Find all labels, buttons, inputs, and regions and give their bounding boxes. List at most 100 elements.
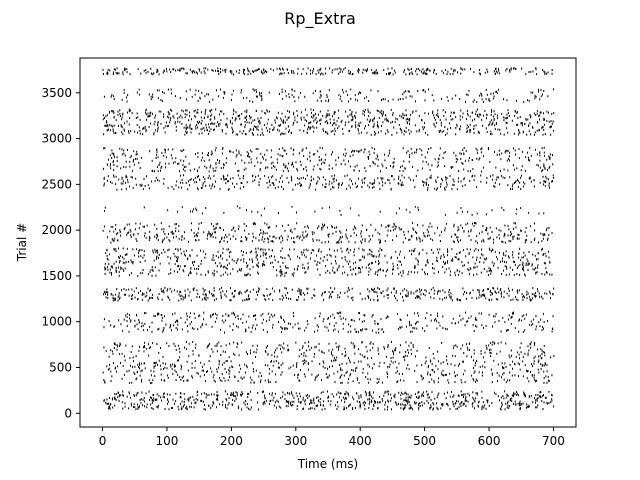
spike-mark xyxy=(365,376,367,379)
spike-mark xyxy=(387,120,389,123)
spike-mark xyxy=(234,353,236,356)
spike-mark xyxy=(387,130,389,133)
spike-mark xyxy=(382,399,384,402)
spike-mark xyxy=(427,230,429,233)
spike-mark xyxy=(342,153,344,156)
spike-mark xyxy=(515,212,517,215)
spike-mark xyxy=(435,188,437,191)
spike-mark xyxy=(176,319,178,322)
spike-mark xyxy=(213,293,215,296)
spike-mark xyxy=(213,393,215,396)
spike-mark xyxy=(243,168,245,171)
spike-mark xyxy=(210,118,212,121)
spike-mark xyxy=(140,255,142,258)
spike-mark xyxy=(264,263,266,266)
spike-mark xyxy=(201,212,203,215)
spike-mark xyxy=(214,117,216,120)
spike-mark xyxy=(169,326,171,329)
spike-mark xyxy=(358,177,359,180)
spike-mark xyxy=(419,402,421,405)
spike-mark xyxy=(158,253,160,256)
spike-mark xyxy=(371,367,373,370)
spike-mark xyxy=(457,364,459,367)
spike-mark xyxy=(173,252,175,255)
spike-mark xyxy=(319,110,321,113)
spike-mark xyxy=(536,112,538,115)
spike-mark xyxy=(152,393,154,396)
spike-mark xyxy=(144,225,146,228)
spike-mark xyxy=(173,236,174,239)
spike-mark xyxy=(226,290,228,293)
spike-mark xyxy=(210,128,212,131)
spike-mark xyxy=(119,114,121,117)
spike-mark xyxy=(296,222,298,225)
spike-mark xyxy=(292,364,294,367)
spike-mark xyxy=(420,288,422,291)
spike-mark xyxy=(474,266,476,269)
spike-mark xyxy=(257,401,259,404)
spike-mark xyxy=(513,181,515,184)
spike-mark xyxy=(522,375,524,378)
spike-mark xyxy=(462,373,464,376)
spike-mark xyxy=(171,232,173,235)
spike-mark xyxy=(404,392,406,395)
spike-mark xyxy=(531,374,533,377)
spike-mark xyxy=(329,254,331,256)
spike-mark xyxy=(498,233,500,236)
spike-mark xyxy=(341,182,343,185)
spike-mark xyxy=(158,179,160,182)
spike-mark xyxy=(272,182,274,185)
spike-mark xyxy=(492,121,494,124)
spike-mark xyxy=(444,213,446,216)
spike-mark xyxy=(323,400,325,403)
spike-mark xyxy=(243,130,245,133)
spike-mark xyxy=(280,315,282,318)
spike-mark xyxy=(280,373,282,376)
spike-mark xyxy=(256,348,258,351)
spike-mark xyxy=(305,166,307,169)
spike-mark xyxy=(164,162,166,165)
spike-mark xyxy=(203,408,205,411)
spike-mark xyxy=(139,118,141,121)
spike-mark xyxy=(438,377,440,380)
spike-mark xyxy=(234,313,236,316)
spike-mark xyxy=(189,312,191,315)
spike-mark xyxy=(176,256,178,259)
spike-mark xyxy=(419,297,421,300)
spike-mark xyxy=(123,270,125,272)
spike-mark xyxy=(536,271,538,274)
spike-mark xyxy=(491,401,493,404)
spike-mark xyxy=(402,170,404,173)
spike-mark xyxy=(482,155,484,158)
spike-mark xyxy=(441,341,443,344)
spike-mark xyxy=(450,166,452,169)
spike-mark xyxy=(391,175,393,178)
spike-mark xyxy=(295,161,297,164)
spike-mark xyxy=(528,380,530,383)
spike-mark xyxy=(542,253,544,256)
spike-mark xyxy=(440,362,442,365)
spike-mark xyxy=(498,251,500,254)
spike-mark xyxy=(402,392,404,395)
spike-mark xyxy=(320,391,322,394)
spike-mark xyxy=(314,346,316,349)
spike-mark xyxy=(151,293,153,296)
spike-mark xyxy=(152,169,154,172)
spike-mark xyxy=(494,321,496,324)
spike-mark xyxy=(345,396,347,399)
spike-mark xyxy=(318,159,320,162)
spike-mark xyxy=(128,294,130,297)
spike-mark xyxy=(163,115,165,118)
spike-mark xyxy=(135,287,137,290)
spike-mark xyxy=(474,262,476,265)
spike-mark xyxy=(338,241,340,244)
spike-mark xyxy=(136,392,138,395)
spike-mark xyxy=(181,366,183,369)
spike-mark xyxy=(191,249,193,252)
spike-mark xyxy=(414,266,416,269)
spike-mark xyxy=(221,363,223,366)
spike-mark xyxy=(303,354,305,357)
spike-mark xyxy=(213,299,215,302)
spike-mark xyxy=(354,241,356,244)
spike-mark xyxy=(350,269,352,272)
